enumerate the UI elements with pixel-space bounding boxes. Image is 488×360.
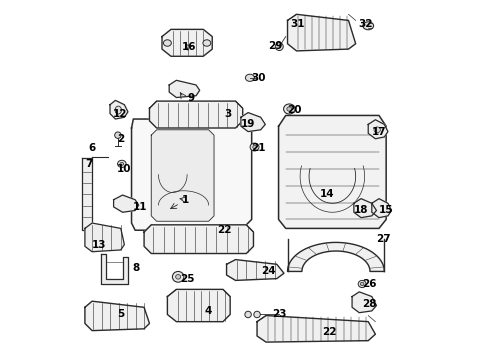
Text: 30: 30	[250, 73, 265, 83]
Polygon shape	[144, 225, 253, 253]
Text: 13: 13	[92, 239, 106, 249]
Ellipse shape	[249, 143, 259, 151]
Polygon shape	[351, 292, 376, 313]
Text: 32: 32	[358, 19, 372, 29]
Polygon shape	[85, 301, 149, 330]
Ellipse shape	[253, 311, 260, 318]
Text: 7: 7	[84, 159, 92, 169]
Text: 25: 25	[180, 274, 194, 284]
Ellipse shape	[373, 127, 380, 133]
Polygon shape	[149, 101, 242, 128]
Text: 31: 31	[290, 19, 304, 29]
Ellipse shape	[115, 132, 121, 138]
Text: 3: 3	[224, 109, 231, 119]
Polygon shape	[169, 80, 199, 98]
Ellipse shape	[252, 145, 256, 149]
Text: 16: 16	[182, 42, 196, 52]
Ellipse shape	[120, 162, 123, 165]
Text: 22: 22	[322, 327, 336, 337]
Text: 19: 19	[241, 120, 255, 129]
Ellipse shape	[115, 106, 121, 114]
Ellipse shape	[244, 311, 251, 318]
Polygon shape	[226, 260, 284, 280]
Text: 24: 24	[261, 266, 276, 276]
Polygon shape	[241, 113, 265, 132]
Polygon shape	[257, 316, 375, 342]
Polygon shape	[151, 130, 214, 221]
Text: 23: 23	[272, 310, 286, 319]
Ellipse shape	[283, 104, 294, 114]
Polygon shape	[167, 289, 230, 321]
Text: 27: 27	[376, 234, 390, 244]
Ellipse shape	[245, 74, 254, 81]
Text: 2: 2	[117, 134, 124, 144]
Ellipse shape	[286, 107, 291, 111]
Text: 17: 17	[371, 127, 386, 136]
Ellipse shape	[203, 40, 210, 46]
Polygon shape	[131, 119, 251, 230]
Polygon shape	[353, 199, 376, 218]
Text: 21: 21	[250, 143, 265, 153]
Text: 8: 8	[132, 263, 140, 273]
Text: 12: 12	[112, 109, 127, 119]
Text: 4: 4	[204, 306, 212, 316]
Text: 5: 5	[117, 310, 124, 319]
Polygon shape	[278, 116, 386, 228]
Polygon shape	[85, 223, 124, 252]
Polygon shape	[110, 100, 128, 119]
Ellipse shape	[362, 22, 373, 30]
Text: 20: 20	[286, 105, 301, 115]
Ellipse shape	[175, 274, 180, 279]
Polygon shape	[82, 158, 92, 230]
Text: 11: 11	[133, 202, 147, 212]
Text: 18: 18	[353, 206, 367, 216]
Ellipse shape	[172, 271, 183, 282]
Polygon shape	[367, 120, 387, 139]
Ellipse shape	[117, 160, 126, 167]
Text: 1: 1	[182, 195, 188, 205]
Text: 26: 26	[361, 279, 376, 289]
Polygon shape	[287, 242, 384, 271]
Polygon shape	[162, 30, 212, 56]
Text: 22: 22	[217, 225, 231, 235]
Ellipse shape	[163, 40, 171, 46]
Polygon shape	[101, 253, 128, 284]
Text: 10: 10	[117, 164, 131, 174]
Polygon shape	[113, 195, 139, 212]
Ellipse shape	[360, 282, 363, 285]
Text: 9: 9	[187, 93, 194, 103]
Text: 14: 14	[319, 189, 334, 199]
Text: 29: 29	[267, 41, 282, 50]
Ellipse shape	[357, 280, 366, 288]
Ellipse shape	[275, 42, 283, 50]
Text: 15: 15	[378, 206, 393, 216]
Polygon shape	[287, 14, 355, 51]
Polygon shape	[371, 199, 391, 218]
Text: 6: 6	[88, 143, 96, 153]
Text: 28: 28	[361, 299, 376, 309]
